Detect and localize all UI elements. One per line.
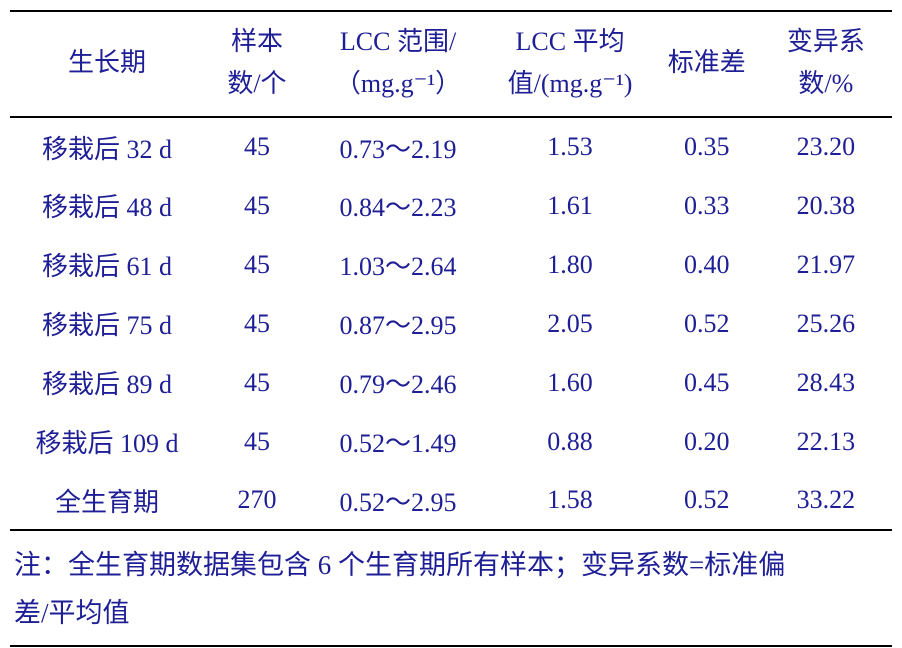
table-cell-lcc-mean: 1.80 (547, 249, 593, 279)
table-cell-sample-count: 45 (243, 426, 270, 456)
table-cell-cv: 23.20 (796, 132, 856, 161)
header-sample-count-line2: 数/个 (227, 69, 287, 98)
table-header: 生长期 样本 数/个 LCC 范围/ （mg.g⁻¹） LCC 平均 值/(mg… (10, 11, 892, 117)
table-cell-lcc-range: 0.79～2.46 (339, 370, 457, 399)
header-lcc-mean-line1: LCC 平均 (515, 27, 625, 56)
table-cell-lcc-mean: 1.58 (547, 485, 593, 514)
table-cell-lcc-range: 0.52～2.95 (339, 487, 457, 517)
table-cell-lcc-mean: 1.61 (547, 190, 593, 220)
table-cell-sample-count: 45 (243, 308, 270, 338)
table-row: 移栽后 48 d 45 0.84～2.23 1.61 0.33 20.38 (10, 176, 892, 235)
table-cell-growth-stage: 移栽后 32 d (42, 134, 173, 164)
table-cell-std-dev: 0.52 (683, 485, 730, 514)
table-cell-sample-count: 45 (243, 367, 270, 397)
table-cell-std-dev: 0.20 (683, 426, 730, 456)
header-cv-line1: 变异系 (786, 27, 865, 56)
header-lcc-mean: LCC 平均 值/(mg.g⁻¹) (486, 11, 654, 117)
header-lcc-range-line2: （mg.g⁻¹） (334, 69, 462, 98)
table-cell-sample-count: 45 (243, 132, 270, 161)
table-cell-growth-stage: 移栽后 109 d (35, 429, 179, 458)
table-footnote-line2: 差/平均值 (14, 598, 130, 628)
header-growth-stage-label: 生长期 (68, 48, 147, 77)
table-footnote-line1: 注：全生育期数据集包含 6 个生育期所有样本；变异系数=标准偏 (14, 550, 786, 580)
table-cell-cv: 22.13 (796, 426, 856, 456)
table-cell-cv: 33.22 (796, 485, 856, 514)
table-cell-lcc-range: 0.84～2.23 (339, 193, 457, 222)
table-row: 全生育期 270 0.52～2.95 1.58 0.52 33.22 (10, 471, 892, 530)
table-cell-cv: 25.26 (796, 308, 856, 338)
table-cell-lcc-mean: 0.88 (547, 426, 593, 456)
table-cell-std-dev: 0.33 (683, 190, 730, 220)
table-cell-lcc-mean: 2.05 (547, 308, 593, 338)
header-std-dev: 标准差 (654, 11, 760, 117)
header-lcc-range: LCC 范围/ （mg.g⁻¹） (310, 11, 486, 117)
table-row: 移栽后 32 d 45 0.73～2.19 1.53 0.35 23.20 (10, 117, 892, 176)
table-cell-lcc-mean: 1.60 (547, 367, 593, 397)
table-cell-lcc-range: 0.52～1.49 (339, 429, 457, 458)
table-row: 移栽后 89 d 45 0.79～2.46 1.60 0.45 28.43 (10, 353, 892, 412)
table-cell-growth-stage: 移栽后 48 d (42, 193, 173, 222)
header-lcc-mean-line2: 值/(mg.g⁻¹) (507, 69, 633, 98)
table-row: 移栽后 75 d 45 0.87～2.95 2.05 0.52 25.26 (10, 294, 892, 353)
lcc-statistics-table: 生长期 样本 数/个 LCC 范围/ （mg.g⁻¹） LCC 平均 值/(mg… (10, 10, 892, 531)
table-footnote: 注：全生育期数据集包含 6 个生育期所有样本；变异系数=标准偏 差/平均值 (10, 541, 892, 637)
table-cell-sample-count: 270 (237, 485, 277, 514)
header-row: 生长期 样本 数/个 LCC 范围/ （mg.g⁻¹） LCC 平均 值/(mg… (10, 11, 892, 117)
table-bottom-rule (10, 645, 892, 647)
header-growth-stage: 生长期 (10, 11, 204, 117)
table-cell-growth-stage: 全生育期 (55, 487, 160, 517)
table-cell-lcc-range: 0.87～2.95 (339, 311, 457, 340)
table-body: 移栽后 32 d 45 0.73～2.19 1.53 0.35 23.20 移栽… (10, 117, 892, 530)
table-cell-sample-count: 45 (243, 249, 270, 279)
table-cell-growth-stage: 移栽后 61 d (42, 252, 173, 281)
header-cv: 变异系 数/% (760, 11, 892, 117)
table-cell-growth-stage: 移栽后 89 d (42, 370, 173, 399)
header-sample-count: 样本 数/个 (204, 11, 310, 117)
table-cell-cv: 28.43 (796, 367, 856, 397)
table-row: 移栽后 61 d 45 1.03～2.64 1.80 0.40 21.97 (10, 235, 892, 294)
table-cell-lcc-mean: 1.53 (547, 132, 593, 161)
table-cell-std-dev: 0.40 (683, 249, 730, 279)
table-cell-growth-stage: 移栽后 75 d (42, 311, 173, 340)
table-cell-std-dev: 0.35 (683, 132, 730, 161)
header-cv-line2: 数/% (798, 69, 854, 98)
header-sample-count-line1: 样本 (230, 27, 283, 56)
table-cell-std-dev: 0.45 (683, 367, 730, 397)
header-lcc-range-line1: LCC 范围/ (339, 27, 457, 56)
header-std-dev-label: 标准差 (667, 48, 746, 77)
table-cell-sample-count: 45 (243, 190, 270, 220)
table-row: 移栽后 109 d 45 0.52～1.49 0.88 0.20 22.13 (10, 412, 892, 471)
table-cell-std-dev: 0.52 (683, 308, 730, 338)
table-cell-cv: 20.38 (796, 190, 856, 220)
table-cell-lcc-range: 1.03～2.64 (339, 252, 457, 281)
table-cell-cv: 21.97 (796, 249, 856, 279)
table-cell-lcc-range: 0.73～2.19 (339, 134, 457, 164)
